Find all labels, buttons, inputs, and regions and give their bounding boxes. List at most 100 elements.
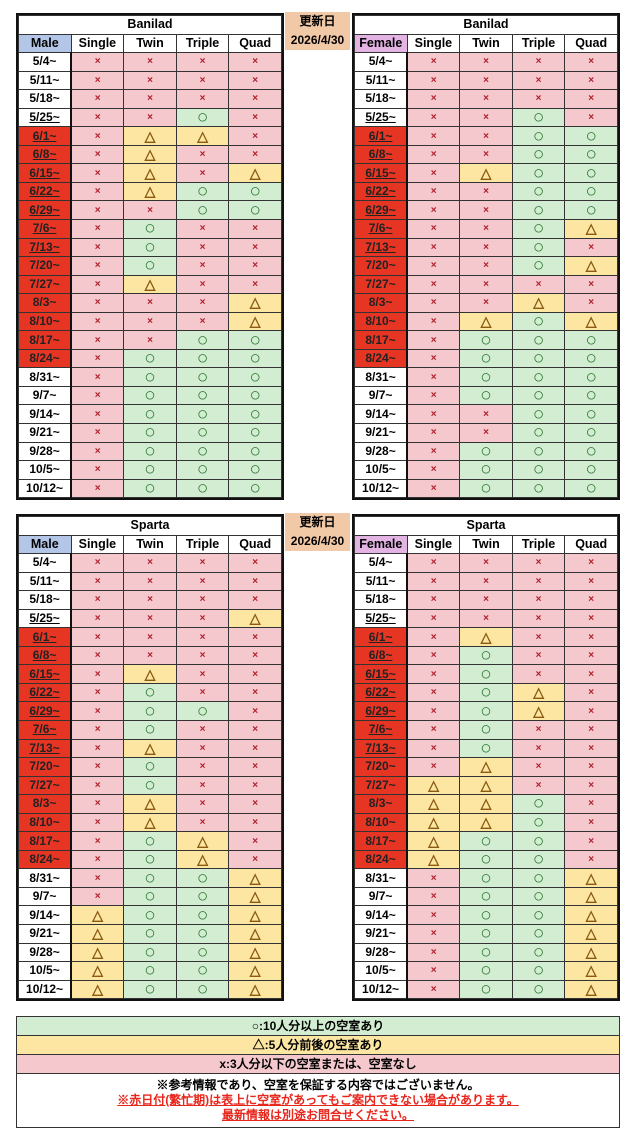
availability-triple: × xyxy=(175,256,230,276)
availability-single: × xyxy=(70,144,125,165)
legend-none: x:3人分以下の空室または、空室なし xyxy=(17,1055,619,1074)
week-date-cell: 9/21~ xyxy=(354,423,409,443)
week-date: 7/20~ xyxy=(29,258,60,273)
week-date: 6/1~ xyxy=(32,629,57,644)
availability-twin: ○ xyxy=(123,219,177,239)
week-date-cell: 8/17~ xyxy=(354,831,409,851)
availability-quad: × xyxy=(228,812,282,833)
availability-quad: × xyxy=(228,701,282,722)
week-date: 7/6~ xyxy=(32,722,57,737)
availability-triple: ○ xyxy=(175,385,230,406)
table-row: 7/6~ × ○ × × xyxy=(18,720,282,740)
week-date-cell: 8/24~ xyxy=(354,348,409,369)
week-date-cell: 7/6~ xyxy=(354,720,409,740)
week-date: 9/14~ xyxy=(365,907,396,922)
availability-triple: ○ xyxy=(511,256,566,276)
availability-triple: × xyxy=(175,237,230,258)
availability-single: × xyxy=(70,348,125,369)
week-date-cell: 9/21~ xyxy=(18,924,73,944)
availability-quad: × xyxy=(564,107,618,128)
availability-single: × xyxy=(70,608,125,629)
availability-triple: × xyxy=(511,645,566,666)
availability-single: × xyxy=(406,738,461,759)
availability-single: × xyxy=(406,961,461,981)
week-date: 8/31~ xyxy=(29,369,60,384)
availability-twin: ○ xyxy=(459,868,513,888)
availability-single: × xyxy=(406,664,461,684)
availability-quad: × xyxy=(564,701,618,722)
availability-triple: ○ xyxy=(511,367,566,387)
table-row: 8/24~ × ○ ○ ○ xyxy=(18,348,282,369)
week-date-cell: 9/21~ xyxy=(354,924,409,944)
legend-few: △:5人分前後の空室あり xyxy=(17,1036,619,1055)
availability-quad: ○ xyxy=(228,478,282,499)
week-date: 6/15~ xyxy=(365,165,396,180)
availability-twin: △ xyxy=(123,181,177,202)
week-date-cell: 6/22~ xyxy=(18,682,73,703)
week-date: 9/7~ xyxy=(32,889,57,904)
availability-triple: ○ xyxy=(511,404,566,425)
availability-triple: × xyxy=(175,720,230,740)
availability-twin: △ xyxy=(123,664,177,684)
availability-twin: ○ xyxy=(123,849,177,870)
availability-single: × xyxy=(70,775,125,796)
availability-single: × xyxy=(70,720,125,740)
availability-single: × xyxy=(70,571,125,592)
week-date-cell: 6/22~ xyxy=(354,181,409,202)
availability-quad: △ xyxy=(564,924,618,944)
availability-quad: △ xyxy=(564,256,618,276)
availability-single: △ xyxy=(406,812,461,833)
availability-single: × xyxy=(70,423,125,443)
column-header-single: Single xyxy=(406,534,461,555)
week-date-cell: 8/24~ xyxy=(354,849,409,870)
availability-quad: △ xyxy=(564,905,618,926)
week-date: 9/14~ xyxy=(29,406,60,421)
week-date-cell: 5/11~ xyxy=(18,571,73,592)
week-date: 8/17~ xyxy=(29,833,60,848)
availability-single: × xyxy=(70,645,125,666)
availability-triple: × xyxy=(175,89,230,109)
table-row: 7/13~ × ○ × × xyxy=(18,237,282,258)
table-row: 7/27~ × × × × xyxy=(354,274,618,295)
table-row: 7/27~ △ △ × × xyxy=(354,775,618,796)
availability-triple: × xyxy=(511,757,566,777)
availability-quad: × xyxy=(564,608,618,629)
availability-triple: × xyxy=(175,553,230,573)
availability-quad: △ xyxy=(228,905,282,926)
week-date-cell: 7/20~ xyxy=(18,256,73,276)
table-row: 9/7~ × ○ ○ △ xyxy=(18,886,282,907)
availability-twin: × xyxy=(123,608,177,629)
availability-triple: × xyxy=(175,52,230,72)
week-date-cell: 6/1~ xyxy=(354,627,409,647)
availability-single: △ xyxy=(70,961,125,981)
table-row: 9/7~ × ○ ○ ○ xyxy=(18,385,282,406)
legend: ○:10人分以上の空室あり △:5人分前後の空室あり x:3人分以下の空室または… xyxy=(16,1016,620,1128)
week-date-cell: 6/1~ xyxy=(18,126,73,146)
availability-twin: ○ xyxy=(123,942,177,963)
availability-single: × xyxy=(406,311,461,332)
availability-single: × xyxy=(70,107,125,128)
week-date: 6/15~ xyxy=(29,165,60,180)
availability-quad: ○ xyxy=(564,181,618,202)
week-date: 6/8~ xyxy=(368,147,393,162)
availability-triple: ○ xyxy=(511,200,566,221)
week-date: 5/18~ xyxy=(29,91,60,106)
week-date-cell: 5/18~ xyxy=(354,89,409,109)
gender-header: Female xyxy=(354,534,408,555)
availability-twin: × xyxy=(123,645,177,666)
availability-triple: × xyxy=(175,645,230,666)
week-date-cell: 5/18~ xyxy=(354,590,409,610)
availability-quad: ○ xyxy=(228,385,282,406)
table-row: 5/18~ × × × × xyxy=(18,590,282,610)
availability-single: × xyxy=(406,682,461,703)
week-date: 6/1~ xyxy=(368,128,393,143)
availability-quad: × xyxy=(228,553,282,573)
week-date-cell: 8/31~ xyxy=(18,868,73,888)
availability-twin: × xyxy=(459,274,513,295)
table-row: 6/15~ × △ ○ ○ xyxy=(354,163,618,183)
week-date-cell: 6/22~ xyxy=(18,181,73,202)
table-row: 10/5~ × ○ ○ ○ xyxy=(18,460,282,480)
availability-single: △ xyxy=(70,924,125,944)
availability-twin: △ xyxy=(123,794,177,814)
availability-twin: ○ xyxy=(459,961,513,981)
